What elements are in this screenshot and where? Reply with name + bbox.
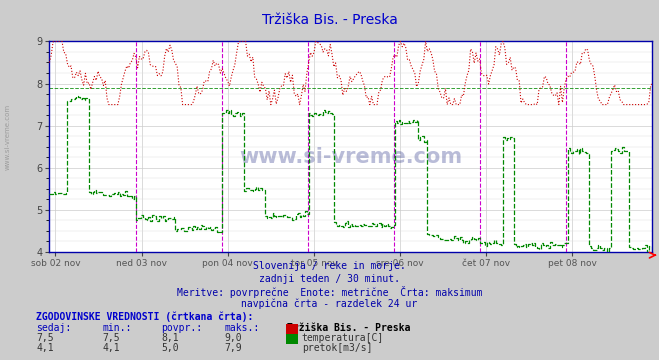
Text: 4,1: 4,1 [102,343,120,353]
Text: povpr.:: povpr.: [161,323,202,333]
Text: maks.:: maks.: [224,323,259,333]
Text: 7,9: 7,9 [224,343,242,353]
Text: zadnji teden / 30 minut.: zadnji teden / 30 minut. [259,274,400,284]
Text: www.si-vreme.com: www.si-vreme.com [5,104,11,170]
Text: temperatura[C]: temperatura[C] [302,333,384,343]
Text: 4,1: 4,1 [36,343,54,353]
Text: 7,5: 7,5 [102,333,120,343]
Text: ZGODOVINSKE VREDNOSTI (črtkana črta):: ZGODOVINSKE VREDNOSTI (črtkana črta): [36,311,254,322]
Text: www.si-vreme.com: www.si-vreme.com [239,147,463,167]
Text: 7,5: 7,5 [36,333,54,343]
Text: 8,1: 8,1 [161,333,179,343]
Text: navpična črta - razdelek 24 ur: navpična črta - razdelek 24 ur [241,299,418,309]
Text: sedaj:: sedaj: [36,323,71,333]
Text: 5,0: 5,0 [161,343,179,353]
Text: pretok[m3/s]: pretok[m3/s] [302,343,372,353]
Text: Tržiška Bis. - Preska: Tržiška Bis. - Preska [262,13,397,27]
Text: Meritve: povrprečne  Enote: metrične  Črta: maksimum: Meritve: povrprečne Enote: metrične Črta… [177,286,482,298]
Text: 9,0: 9,0 [224,333,242,343]
Text: Slovenija / reke in morje.: Slovenija / reke in morje. [253,261,406,271]
Text: Tržiška Bis. - Preska: Tržiška Bis. - Preska [287,323,410,333]
Text: min.:: min.: [102,323,132,333]
